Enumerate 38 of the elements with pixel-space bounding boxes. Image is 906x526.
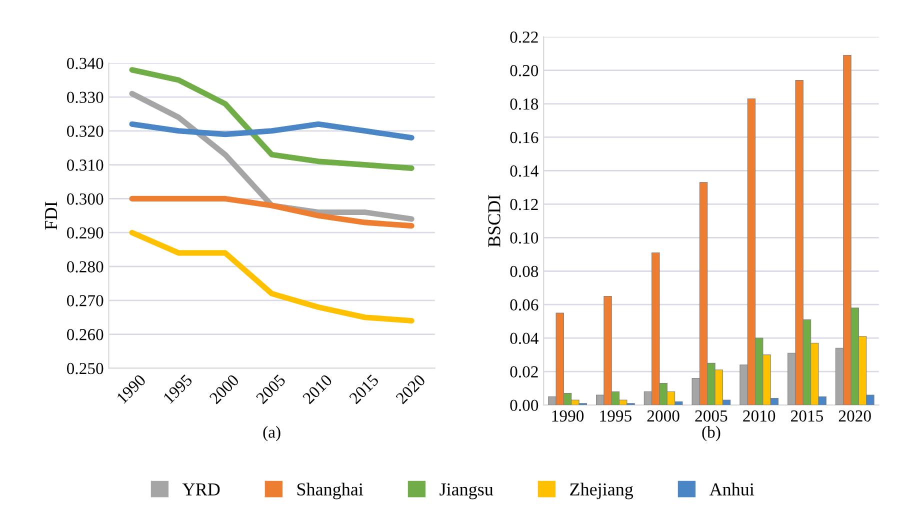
y-tick-label: 0.20 [510, 64, 538, 76]
y-tick-label: 0.330 [66, 92, 104, 104]
y-tick-label: 0.310 [66, 160, 104, 171]
y-tick-label: 0.280 [66, 261, 104, 273]
y-tick-label: 0.04 [510, 332, 538, 344]
y-tick-label: 0.18 [510, 98, 538, 110]
x-tick-label: 2020 [838, 410, 871, 422]
x-tick-label: 1990 [552, 410, 584, 422]
legend-label: Zhejiang [570, 482, 634, 500]
x-tick-label: 2000 [647, 410, 680, 422]
y-tick-label: 0.22 [510, 32, 538, 43]
y-tick-label: 0.06 [510, 299, 538, 311]
y-tick-label: 0.14 [510, 165, 538, 177]
y-tick-label: 0.300 [66, 193, 104, 205]
x-tick-label: 2005 [695, 410, 728, 422]
y-tick-label: 0.320 [66, 126, 104, 137]
y-tick-label: 0.290 [66, 227, 104, 239]
y-tick-label: 0.10 [510, 232, 538, 244]
y-tick-label: 0.260 [66, 329, 104, 340]
y-tick-label: 0.250 [66, 362, 104, 374]
x-tick-label: 2010 [743, 410, 776, 422]
legend-label: Shanghai [297, 482, 364, 500]
text: (a) [263, 426, 280, 442]
legend-label: Anhui [709, 482, 754, 496]
x-tick-label: 2015 [791, 410, 824, 422]
y-tick-label: 0.12 [510, 198, 538, 210]
legend-label: Jiangsu [440, 483, 494, 500]
y-tick-label: 0.270 [66, 295, 104, 306]
y-tick-label: 0.08 [510, 266, 538, 278]
y-tick-label: 0.16 [510, 132, 538, 144]
y-axis-title: FDI [45, 202, 57, 230]
y-axis-title: BSCDI [488, 194, 500, 247]
legend-label: YRD [182, 484, 220, 496]
y-tick-label: 0.340 [66, 58, 104, 70]
text: (b) [702, 426, 720, 442]
y-tick-label: 0.02 [510, 366, 538, 378]
y-tick-label: 0.00 [510, 400, 538, 412]
x-tick-label: 1995 [600, 410, 632, 422]
